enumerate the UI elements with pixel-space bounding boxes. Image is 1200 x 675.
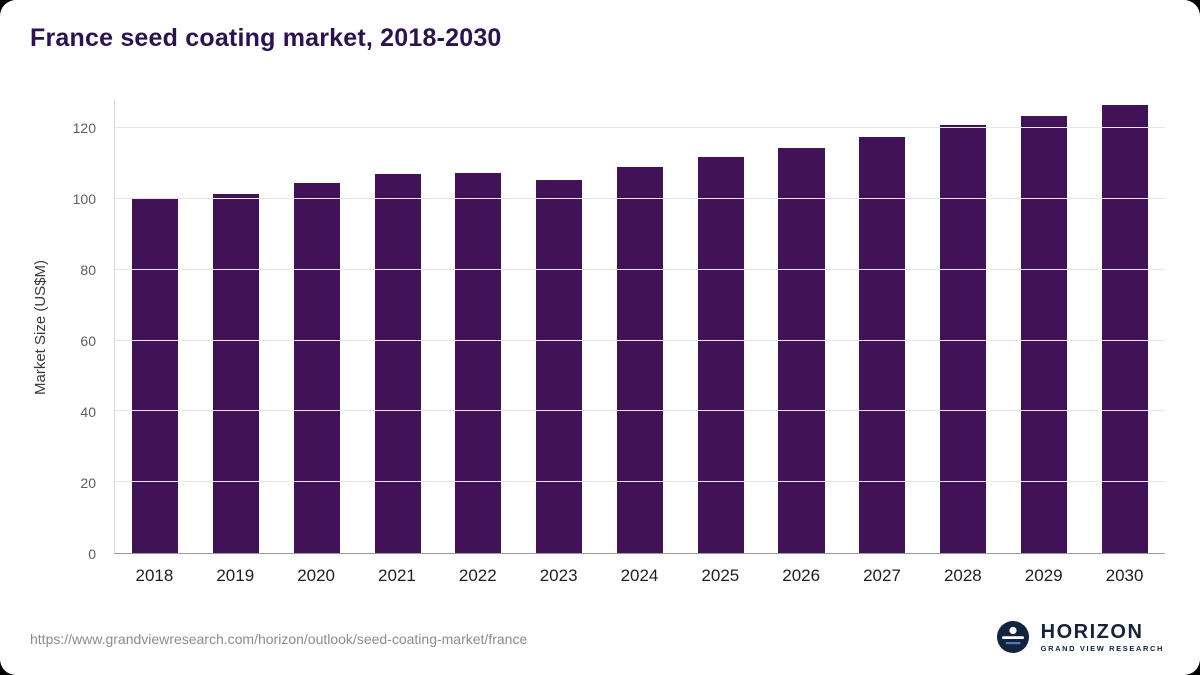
horizon-logo-text: HORIZON GRAND VIEW RESEARCH bbox=[1040, 620, 1164, 653]
horizon-logo-subtitle: GRAND VIEW RESEARCH bbox=[1040, 643, 1164, 653]
bar-slot bbox=[357, 100, 438, 553]
bar-slot bbox=[923, 100, 1004, 553]
bar-2027 bbox=[859, 137, 906, 553]
y-tick-label: 40 bbox=[80, 404, 96, 421]
x-tick-label: 2029 bbox=[1024, 566, 1063, 585]
bar-slot bbox=[1084, 100, 1165, 553]
x-tick-label: 2030 bbox=[1105, 566, 1144, 585]
x-tick-label: 2023 bbox=[539, 566, 578, 585]
bars-row bbox=[115, 100, 1165, 553]
bar-2022 bbox=[455, 172, 502, 553]
bar-2026 bbox=[778, 147, 825, 553]
bar-2021 bbox=[374, 174, 421, 553]
gridline bbox=[115, 481, 1165, 483]
plot-area bbox=[114, 100, 1165, 554]
bar-2024 bbox=[616, 167, 663, 553]
y-tick-label: 0 bbox=[88, 546, 96, 562]
y-tick-label: 100 bbox=[72, 191, 96, 208]
bar-slot bbox=[196, 100, 277, 553]
bar-slot bbox=[277, 100, 358, 553]
x-tick-label: 2024 bbox=[620, 566, 659, 585]
x-tick-label: 2028 bbox=[943, 566, 982, 585]
bar-2030 bbox=[1101, 105, 1148, 553]
bar-2020 bbox=[293, 183, 340, 553]
x-tick-label: 2020 bbox=[297, 566, 336, 585]
page-title: France seed coating market, 2018-2030 bbox=[30, 24, 502, 52]
bar-2019 bbox=[213, 193, 260, 553]
y-tick-label: 20 bbox=[80, 475, 96, 492]
x-tick-label: 2026 bbox=[782, 566, 821, 585]
gridline bbox=[115, 198, 1165, 200]
x-tick-label: 2018 bbox=[135, 566, 174, 585]
bar-2023 bbox=[536, 179, 583, 553]
horizon-logo-icon bbox=[996, 621, 1029, 653]
source-url: https://www.grandviewresearch.com/horizo… bbox=[30, 631, 528, 647]
x-tick-label: 2022 bbox=[458, 566, 497, 585]
bar-slot bbox=[438, 100, 519, 553]
bar-2018 bbox=[132, 199, 179, 553]
x-tick-label: 2027 bbox=[863, 566, 901, 585]
horizon-logo-name: HORIZON bbox=[1040, 620, 1144, 643]
x-tick-label: 2021 bbox=[378, 566, 416, 585]
horizon-logo: HORIZON GRAND VIEW RESEARCH bbox=[995, 619, 1164, 655]
x-tick-label: 2019 bbox=[216, 566, 255, 585]
gridline bbox=[115, 339, 1165, 341]
bar-2029 bbox=[1020, 115, 1067, 553]
x-tick-label: 2025 bbox=[701, 566, 740, 585]
y-tick-label: 120 bbox=[72, 120, 96, 137]
gridline bbox=[115, 127, 1165, 129]
bar-slot bbox=[600, 100, 681, 553]
gridline bbox=[115, 410, 1165, 412]
bar-slot bbox=[680, 100, 761, 553]
x-axis-labels: 2018 2019 2020 2021 2022 2023 2024 2025 2026 2027… bbox=[114, 566, 1165, 592]
gridline bbox=[115, 268, 1165, 270]
chart: Market Size (US$M) 0 20 40 60 80 100 120 2018 2… bbox=[30, 100, 1167, 598]
y-axis-ticks: 0 20 40 60 80 100 120 bbox=[30, 100, 106, 562]
bar-2025 bbox=[697, 156, 744, 553]
bar-slot bbox=[519, 100, 600, 553]
y-tick-label: 80 bbox=[80, 262, 96, 279]
y-tick-label: 60 bbox=[80, 333, 96, 350]
bar-slot bbox=[115, 100, 196, 553]
bar-slot bbox=[761, 100, 842, 553]
bar-slot bbox=[842, 100, 923, 553]
bar-slot bbox=[1003, 100, 1084, 553]
